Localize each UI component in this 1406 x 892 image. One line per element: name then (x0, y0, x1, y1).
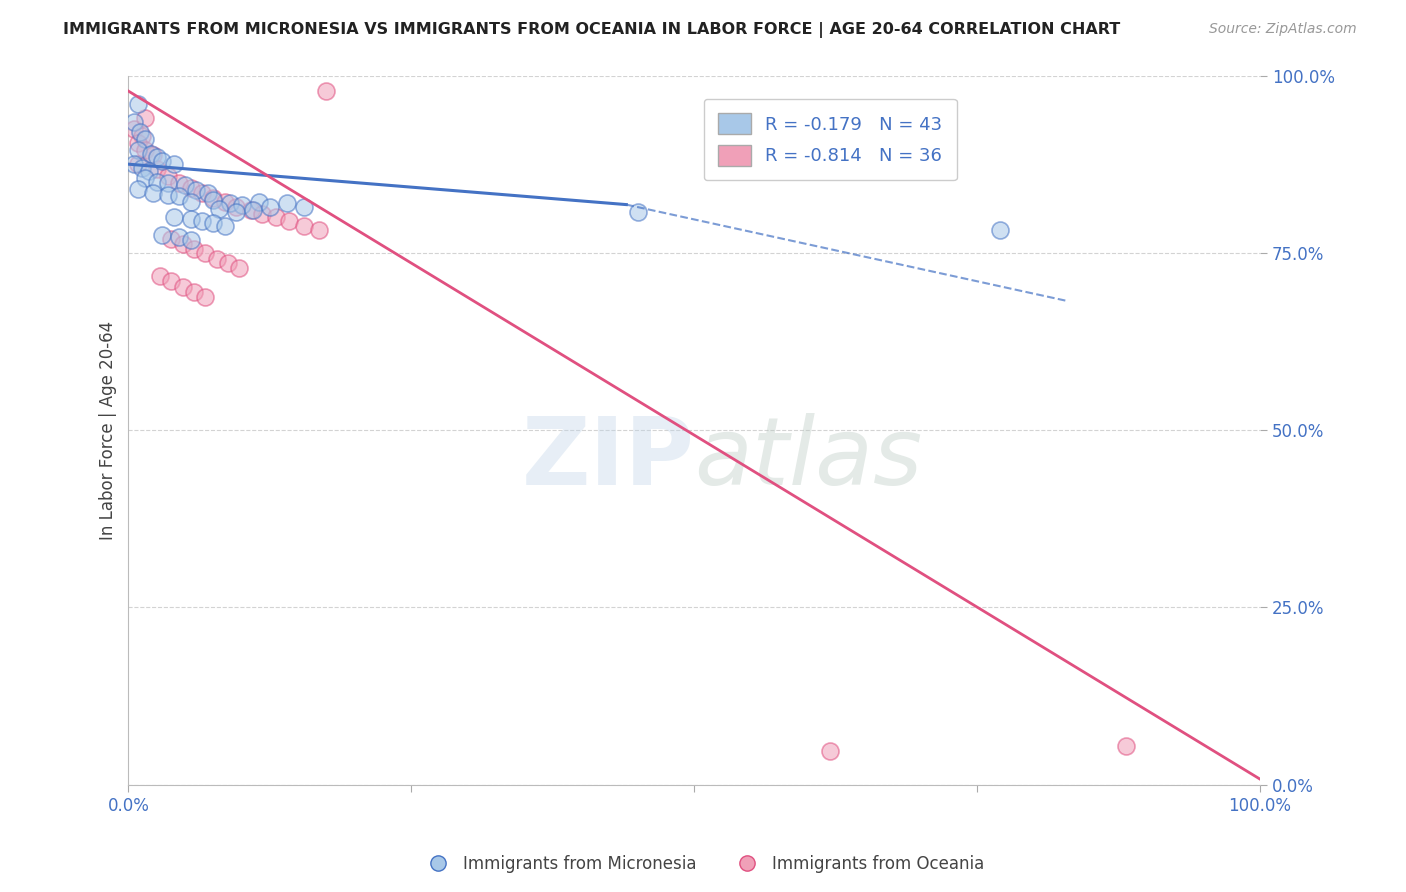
Point (157, 169, 180, 184)
Point (278, 214, 301, 228)
Point (225, 200, 247, 214)
Text: atlas: atlas (695, 413, 922, 504)
Point (627, 204, 650, 219)
Point (131, 128, 153, 143)
Point (292, 219, 315, 233)
Point (127, 143, 149, 157)
Point (219, 196, 242, 211)
Point (160, 232, 183, 246)
Text: IMMIGRANTS FROM MICRONESIA VS IMMIGRANTS FROM OCEANIA IN LABOR FORCE | AGE 20-64: IMMIGRANTS FROM MICRONESIA VS IMMIGRANTS… (63, 22, 1121, 38)
Point (225, 204, 247, 219)
Point (180, 211, 202, 226)
Y-axis label: In Labor Force | Age 20-64: In Labor Force | Age 20-64 (100, 320, 117, 540)
Point (145, 162, 167, 177)
Point (163, 211, 186, 225)
Point (139, 146, 162, 161)
Point (818, 744, 841, 758)
Point (242, 203, 264, 218)
Point (186, 183, 208, 197)
Point (183, 285, 205, 299)
Point (157, 177, 180, 191)
Point (127, 157, 149, 171)
Point (202, 193, 225, 207)
Point (228, 261, 250, 276)
Point (250, 207, 273, 221)
Point (180, 180, 202, 194)
Point (214, 194, 236, 209)
Point (142, 186, 165, 200)
Point (988, 223, 1011, 237)
Point (152, 153, 174, 168)
Point (169, 189, 191, 203)
Point (183, 242, 205, 256)
Point (191, 214, 214, 228)
Point (202, 190, 225, 204)
Point (128, 125, 150, 139)
Point (157, 187, 180, 202)
Point (172, 237, 194, 252)
Point (127, 182, 149, 196)
Point (180, 233, 202, 247)
Point (205, 252, 228, 266)
Legend: R = -0.179   N = 43, R = -0.814   N = 36: R = -0.179 N = 43, R = -0.814 N = 36 (704, 99, 956, 180)
Point (214, 219, 236, 233)
Point (163, 157, 186, 171)
Point (160, 274, 183, 288)
Point (172, 280, 194, 294)
Point (217, 256, 239, 270)
Point (131, 161, 153, 175)
Point (142, 148, 165, 162)
Point (145, 150, 167, 164)
Point (134, 132, 156, 146)
Point (152, 228, 174, 243)
Legend: Immigrants from Micronesia, Immigrants from Oceania: Immigrants from Micronesia, Immigrants f… (415, 848, 991, 880)
Point (191, 186, 214, 200)
Point (276, 196, 298, 211)
Point (208, 202, 231, 216)
Point (149, 268, 172, 283)
Point (138, 164, 160, 178)
Point (127, 136, 149, 150)
Point (127, 96, 149, 111)
Point (264, 211, 287, 225)
Point (194, 245, 217, 260)
Point (315, 84, 337, 98)
Point (194, 290, 217, 304)
Point (231, 197, 253, 211)
Point (134, 171, 156, 186)
Text: Source: ZipAtlas.com: Source: ZipAtlas.com (1209, 22, 1357, 37)
Point (134, 111, 156, 125)
Point (122, 114, 145, 128)
Point (122, 121, 145, 136)
Point (197, 186, 219, 200)
Text: ZIP: ZIP (522, 412, 695, 505)
Point (239, 203, 262, 218)
Point (174, 178, 197, 193)
Point (145, 175, 167, 189)
Point (122, 157, 145, 171)
Point (180, 194, 202, 209)
Point (169, 177, 191, 191)
Point (169, 230, 191, 244)
Point (247, 194, 270, 209)
Point (259, 200, 281, 214)
Point (134, 143, 156, 157)
Point (202, 216, 225, 230)
Point (292, 200, 315, 214)
Point (1115, 739, 1137, 753)
Point (308, 223, 330, 237)
